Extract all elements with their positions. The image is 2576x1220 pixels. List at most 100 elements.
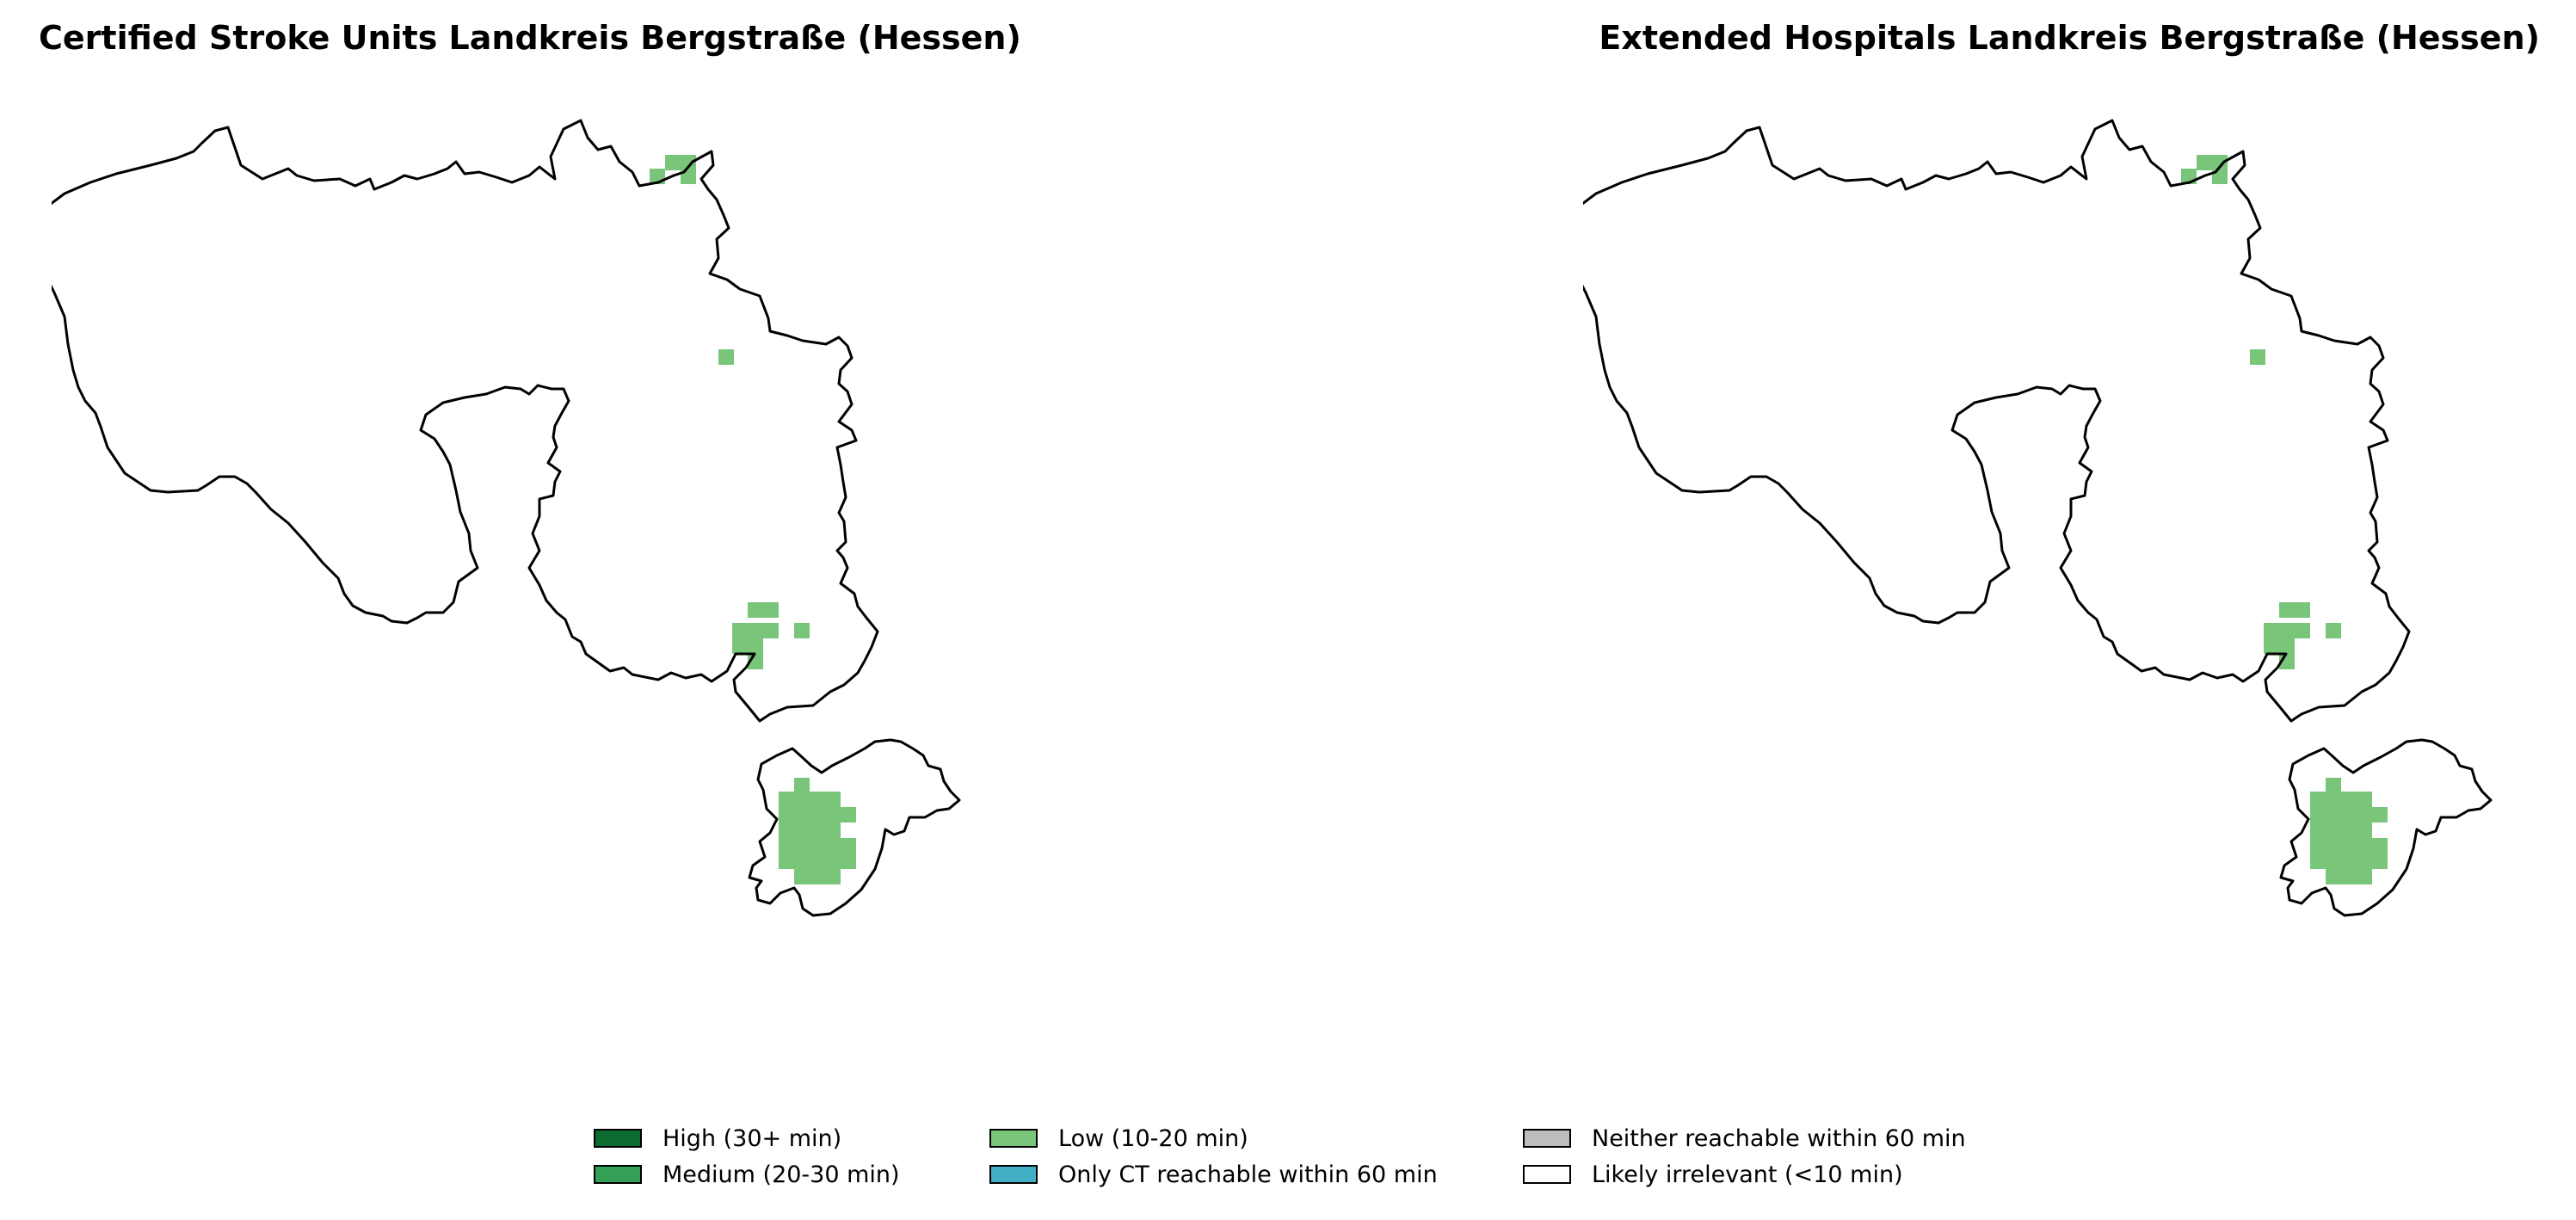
travel-time-cell-low bbox=[2264, 623, 2279, 638]
legend-item-high: High (30+ min) bbox=[594, 1124, 989, 1152]
travel-time-cell-low bbox=[2357, 823, 2372, 838]
travel-time-cell-low bbox=[748, 638, 763, 654]
travel-time-cell-low bbox=[2372, 838, 2388, 853]
legend-swatch-irrelevant bbox=[1523, 1165, 1571, 1184]
legend-swatch-neither bbox=[1523, 1129, 1571, 1148]
district-boundary-main bbox=[52, 119, 879, 723]
travel-time-cell-low bbox=[810, 853, 825, 869]
district-boundary-south bbox=[748, 738, 961, 917]
travel-time-cell-low bbox=[2310, 823, 2326, 838]
map-title-stroke-units: Certified Stroke Units Landkreis Bergstr… bbox=[39, 19, 1021, 57]
map-title-extended-hospitals: Extended Hospitals Landkreis Bergstraße … bbox=[1599, 19, 2540, 57]
travel-time-cell-low bbox=[763, 602, 779, 618]
travel-time-cell-low bbox=[794, 778, 810, 793]
district-boundary-south bbox=[2279, 738, 2493, 917]
travel-time-cell-low bbox=[2310, 807, 2326, 823]
travel-time-cell-low bbox=[732, 638, 748, 654]
travel-time-cell-low bbox=[810, 807, 825, 823]
travel-time-cell-low bbox=[748, 623, 763, 638]
travel-time-cell-low bbox=[2310, 792, 2326, 807]
travel-time-cell-low bbox=[2279, 623, 2295, 638]
travel-time-cell-low bbox=[763, 623, 779, 638]
travel-time-cell-low bbox=[810, 792, 825, 807]
travel-time-cell-low bbox=[2279, 602, 2295, 618]
travel-time-cell-low bbox=[2279, 638, 2295, 654]
travel-time-cell-low bbox=[825, 838, 841, 853]
legend-swatch-medium bbox=[594, 1165, 642, 1184]
legend-label-irrelevant: Likely irrelevant (<10 min) bbox=[1592, 1161, 1903, 1188]
travel-time-cell-low bbox=[748, 602, 763, 618]
travel-time-cell-low bbox=[2326, 778, 2341, 793]
travel-time-cell-low bbox=[825, 853, 841, 869]
travel-time-cell-low bbox=[779, 823, 794, 838]
travel-time-cell-low bbox=[665, 155, 681, 170]
travel-time-cell-low bbox=[794, 792, 810, 807]
travel-time-cell-low bbox=[779, 792, 794, 807]
legend-label-low: Low (10-20 min) bbox=[1058, 1124, 1248, 1152]
travel-time-cell-low bbox=[825, 869, 841, 884]
travel-time-cell-low bbox=[2357, 869, 2372, 884]
travel-time-cell-low bbox=[2212, 155, 2228, 170]
travel-time-cell-low bbox=[2326, 807, 2341, 823]
travel-time-cell-low bbox=[825, 807, 841, 823]
travel-time-cell-low bbox=[2357, 853, 2372, 869]
travel-time-cell-low bbox=[2341, 792, 2357, 807]
travel-time-cell-low bbox=[2326, 623, 2341, 638]
travel-time-cell-low bbox=[2357, 807, 2372, 823]
travel-time-cell-low bbox=[779, 807, 794, 823]
travel-time-cell-low bbox=[2341, 807, 2357, 823]
travel-time-cell-low bbox=[2295, 602, 2310, 618]
travel-time-cell-low bbox=[794, 823, 810, 838]
travel-time-cell-low bbox=[810, 823, 825, 838]
legend-item-low: Low (10-20 min) bbox=[989, 1124, 1523, 1152]
travel-time-cell-low bbox=[794, 853, 810, 869]
map-stroke-units bbox=[52, 119, 961, 917]
district-area-main bbox=[1583, 120, 2409, 721]
travel-time-cell-low bbox=[718, 349, 734, 365]
district-boundary-main bbox=[1583, 119, 2411, 723]
travel-time-cell-low bbox=[2326, 792, 2341, 807]
legend-item-medium: Medium (20-30 min) bbox=[594, 1161, 989, 1188]
legend-label-medium: Medium (20-30 min) bbox=[662, 1161, 900, 1188]
map-extended-hospitals bbox=[1583, 119, 2493, 917]
legend-item-ct-only: Only CT reachable within 60 min bbox=[989, 1161, 1523, 1188]
travel-time-cell-low bbox=[810, 838, 825, 853]
legend-label-ct-only: Only CT reachable within 60 min bbox=[1058, 1161, 1438, 1188]
travel-time-cell-low bbox=[2212, 169, 2228, 184]
travel-time-cell-low bbox=[681, 169, 696, 184]
legend-item-neither: Neither reachable within 60 min bbox=[1523, 1124, 2005, 1152]
map-layer bbox=[52, 119, 961, 917]
travel-time-cell-low bbox=[825, 792, 841, 807]
travel-time-cell-low bbox=[732, 623, 748, 638]
travel-time-cell-low bbox=[794, 869, 810, 884]
legend-item-irrelevant: Likely irrelevant (<10 min) bbox=[1523, 1161, 2005, 1188]
travel-time-cell-low bbox=[2326, 869, 2341, 884]
travel-time-cell-low bbox=[841, 853, 856, 869]
travel-time-cell-low bbox=[779, 838, 794, 853]
travel-time-cell-low bbox=[2197, 155, 2212, 170]
travel-time-cell-low bbox=[825, 823, 841, 838]
legend-label-neither: Neither reachable within 60 min bbox=[1592, 1124, 1966, 1152]
travel-time-cell-low bbox=[2326, 853, 2341, 869]
travel-time-cell-low bbox=[841, 838, 856, 853]
legend-label-high: High (30+ min) bbox=[662, 1124, 842, 1152]
legend: High (30+ min) Low (10-20 min) Neither r… bbox=[594, 1124, 2005, 1188]
travel-time-cell-low bbox=[841, 807, 856, 823]
travel-time-cell-low bbox=[794, 838, 810, 853]
travel-time-cell-low bbox=[2341, 853, 2357, 869]
travel-time-cell-low bbox=[2295, 623, 2310, 638]
travel-time-cell-low bbox=[2372, 807, 2388, 823]
travel-time-cell-low bbox=[2310, 853, 2326, 869]
district-area-main bbox=[52, 120, 878, 721]
travel-time-cell-low bbox=[2357, 838, 2372, 853]
travel-time-cell-low bbox=[2264, 638, 2279, 654]
legend-swatch-high bbox=[594, 1129, 642, 1148]
travel-time-cell-low bbox=[2357, 792, 2372, 807]
travel-time-cell-low bbox=[2250, 349, 2265, 365]
travel-time-cell-low bbox=[794, 623, 810, 638]
travel-time-cell-low bbox=[2326, 838, 2341, 853]
travel-time-cell-low bbox=[2341, 823, 2357, 838]
map-layer bbox=[1583, 119, 2493, 917]
travel-time-cell-low bbox=[2310, 838, 2326, 853]
travel-time-cell-low bbox=[2372, 853, 2388, 869]
